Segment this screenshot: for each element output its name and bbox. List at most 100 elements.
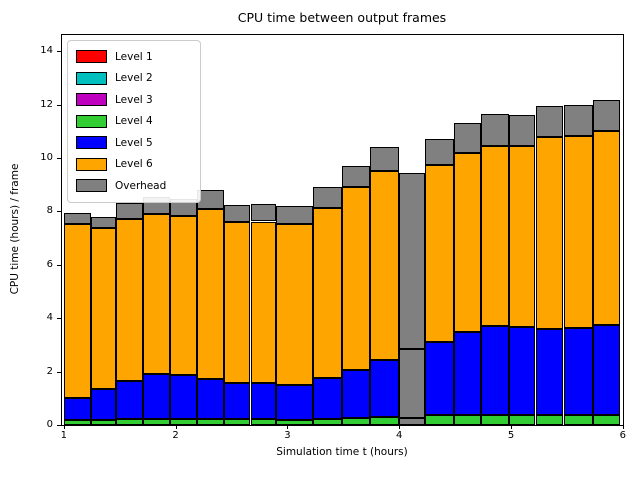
- bar-segment-overhead: [90, 216, 117, 228]
- bar-segment-overhead: [535, 105, 564, 137]
- bar-segment-level5: [508, 327, 536, 415]
- bar-segment-level6: [63, 223, 91, 398]
- y-axis-label: CPU time (hours) / frame: [9, 163, 21, 295]
- bar-segment-level4: [342, 417, 371, 425]
- bar-segment-level5: [250, 383, 277, 420]
- bar-internal-edge: [400, 416, 424, 419]
- x-tick: [511, 425, 512, 429]
- bar-segment-level4: [313, 418, 343, 425]
- legend-label: Level 3: [115, 93, 153, 106]
- y-tick: [57, 371, 61, 373]
- x-tick-label: 4: [396, 430, 403, 441]
- x-tick-label: 2: [172, 430, 179, 441]
- bar-segment-overhead: [116, 203, 144, 220]
- bar-segment-level4: [276, 419, 314, 425]
- y-tick-label: 14: [40, 45, 53, 56]
- bar-segment-level5: [454, 332, 481, 415]
- legend-item: Level 2: [76, 68, 192, 90]
- bar-segment-overhead: [480, 113, 509, 146]
- bar-segment-level5: [143, 374, 170, 420]
- y-tick: [57, 264, 61, 266]
- bar-segment-level4: [592, 414, 621, 425]
- legend-label: Level 6: [115, 158, 153, 171]
- x-tick: [175, 425, 177, 429]
- bar-segment-level4: [563, 414, 593, 425]
- bar-segment-level6: [116, 219, 144, 381]
- legend: Level 1 Level 2 Level 3 Level 4 Level 5 Level…: [67, 40, 201, 203]
- bar-segment-level6: [342, 186, 371, 370]
- y-tick-label: 2: [46, 365, 53, 377]
- y-tick: [57, 425, 61, 426]
- legend-swatch-level1: [76, 50, 107, 64]
- bar-segment-overhead: [370, 146, 400, 171]
- bar-segment-level6: [170, 216, 197, 375]
- legend-label: Level 2: [115, 72, 153, 85]
- bar-segment-level5: [116, 380, 144, 420]
- legend-item: Overhead: [76, 175, 192, 197]
- bar-segment-level4: [250, 419, 277, 425]
- bar-segment-level5: [196, 378, 224, 420]
- x-tick: [63, 425, 65, 429]
- bar-segment-level6: [223, 222, 251, 384]
- bar-segment-level6: [480, 145, 509, 327]
- bar-segment-level4: [196, 419, 224, 425]
- bar-segment-level5: [563, 327, 593, 415]
- y-tick-label: 6: [46, 258, 53, 270]
- bar-segment-level4: [223, 419, 251, 425]
- bar-segment-level4: [535, 414, 564, 425]
- bar-segment-level4: [454, 414, 481, 425]
- legend-swatch-level3: [76, 93, 107, 107]
- y-tick-label: 0: [46, 419, 53, 430]
- bar-segment-level6: [535, 136, 564, 329]
- bar-segment-overhead: [313, 187, 343, 208]
- bar-segment-level6: [276, 223, 314, 385]
- bar-segment-overhead: [424, 139, 454, 166]
- legend-label: Overhead: [115, 179, 167, 192]
- bar-segment-level6: [563, 136, 593, 328]
- bar-segment-level4: [170, 419, 197, 425]
- x-axis-label: Simulation time t (hours): [276, 446, 408, 458]
- bar-internal-edge: [400, 347, 424, 351]
- legend-swatch-level2: [76, 71, 107, 85]
- bar-segment-level5: [63, 397, 91, 421]
- chart-title: CPU time between output frames: [237, 10, 447, 25]
- bar-segment-overhead: [563, 104, 593, 136]
- bar-segment-overhead: [508, 115, 536, 146]
- bar-segment-level5: [480, 326, 509, 415]
- bar-segment-overhead: [454, 122, 481, 154]
- legend-item: Level 6: [76, 154, 192, 176]
- bar-segment-level5: [370, 359, 400, 417]
- y-tick: [57, 211, 61, 213]
- y-tick-label: 10: [40, 151, 53, 163]
- legend-item: Level 4: [76, 111, 192, 133]
- bar-segment-level6: [90, 227, 117, 390]
- bar-segment-level5: [223, 383, 251, 420]
- x-tick-label: 3: [284, 430, 291, 441]
- bar-segment-overhead: [223, 204, 251, 222]
- bar-segment-level6: [592, 131, 621, 325]
- bar-segment-overhead: [342, 166, 371, 187]
- bar-segment-overhead: [250, 203, 277, 222]
- bar-segment-level5: [535, 328, 564, 415]
- y-tick: [57, 104, 61, 106]
- bar-segment-overhead: [63, 213, 91, 224]
- bar-segment-level5: [424, 342, 454, 415]
- y-tick: [57, 51, 61, 52]
- bar-segment-level4: [424, 414, 454, 425]
- bar-segment-level4: [480, 414, 509, 425]
- y-tick-label: 12: [40, 98, 53, 110]
- x-tick: [399, 425, 401, 429]
- bar-segment-level6: [370, 171, 400, 360]
- bar-segment-level4: [90, 420, 117, 425]
- bar-segment-level5: [90, 389, 117, 421]
- bar-segment-level6: [196, 209, 224, 379]
- legend-item: Level 3: [76, 89, 192, 111]
- bar-segment-level6: [508, 145, 536, 328]
- bar-segment-level5: [592, 324, 621, 415]
- legend-label: Level 4: [115, 115, 153, 128]
- bar-segment-level4: [508, 414, 536, 425]
- y-tick-label: 4: [46, 312, 53, 324]
- legend-swatch-level5: [76, 136, 107, 150]
- bar-segment-level6: [313, 207, 343, 378]
